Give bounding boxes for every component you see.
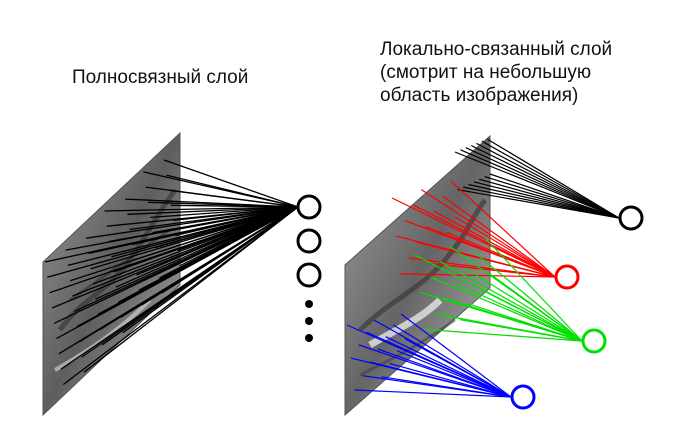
local-line-blue xyxy=(381,376,512,398)
fully-connected-line xyxy=(161,206,299,294)
local-line-red xyxy=(433,210,556,278)
local-line-green xyxy=(489,273,583,342)
fully-connected-line xyxy=(122,206,299,334)
local-line-green xyxy=(464,267,583,342)
fully-connected-neuron-1 xyxy=(296,194,322,220)
local-line-green xyxy=(454,282,583,342)
local-line-green xyxy=(429,276,583,342)
local-line-black xyxy=(462,186,620,219)
local-line-black xyxy=(486,138,620,219)
local-line-blue xyxy=(366,331,512,398)
local-neuron-black xyxy=(618,205,644,231)
local-line-black xyxy=(468,183,620,219)
local-line-red xyxy=(454,216,556,278)
locally-connected-caption-line-3: область изображения) xyxy=(380,85,579,106)
locally-connected-caption: Локально-связанный слой (смотрит на небо… xyxy=(380,38,612,107)
locally-connected-lines xyxy=(346,138,620,398)
locally-connected-caption-line-1: Локально-связанный слой xyxy=(380,39,613,60)
local-line-black xyxy=(481,140,620,219)
fully-connected-line xyxy=(150,206,299,219)
fully-connected-neuron-3 xyxy=(296,262,322,288)
fully-connected-line xyxy=(129,206,299,231)
fully-connected-line xyxy=(134,206,299,261)
local-line-black xyxy=(479,178,620,219)
fully-connected-line xyxy=(163,159,299,208)
local-line-black xyxy=(489,173,620,219)
local-neuron-green xyxy=(581,328,607,354)
local-line-blue xyxy=(400,313,512,398)
fully-connected-line xyxy=(166,174,299,208)
fully-connected-line xyxy=(173,206,299,222)
vertical-ellipsis-icon xyxy=(305,300,313,342)
local-line-blue xyxy=(389,362,512,398)
local-line-blue xyxy=(354,389,512,398)
local-line-green xyxy=(479,288,583,342)
local-line-black xyxy=(470,144,620,219)
local-line-green xyxy=(424,328,583,342)
local-line-black xyxy=(454,151,620,219)
fully-connected-lines xyxy=(44,159,299,386)
local-line-black xyxy=(460,149,620,219)
local-line-green xyxy=(439,261,583,342)
local-line-blue xyxy=(393,324,512,398)
local-line-black xyxy=(465,147,620,219)
local-line-blue xyxy=(397,350,512,398)
fully-connected-line xyxy=(179,206,299,267)
fully-connected-caption: Полносвязный слой xyxy=(72,67,249,88)
fully-connected-line xyxy=(175,206,299,237)
local-line-green xyxy=(474,252,583,342)
local-line-red xyxy=(429,262,556,278)
fully-connected-line xyxy=(83,206,299,373)
local-line-blue xyxy=(385,336,512,398)
local-line-blue xyxy=(370,361,512,398)
local-line-red xyxy=(442,195,556,278)
fully-connected-line xyxy=(127,206,299,215)
local-line-blue xyxy=(404,338,512,398)
local-line-black xyxy=(484,176,620,219)
local-line-green xyxy=(459,319,583,342)
local-line-blue xyxy=(377,348,512,398)
fully-connected-line xyxy=(170,204,299,208)
fully-connected-line xyxy=(152,206,299,234)
fully-connected-line xyxy=(156,206,299,264)
local-line-black xyxy=(476,142,620,219)
local-neuron-red xyxy=(554,264,580,290)
locally-connected-caption-line-2: (смотрит на небольшую xyxy=(380,62,592,83)
fully-connected-neuron-2 xyxy=(296,228,322,254)
local-line-black xyxy=(457,189,620,219)
local-line-red xyxy=(450,180,556,278)
local-line-black xyxy=(473,181,620,219)
local-line-green xyxy=(484,237,583,342)
fully-connected-line xyxy=(168,189,299,208)
fully-connected-line xyxy=(154,206,299,249)
fully-connected-line xyxy=(177,206,299,252)
local-line-red xyxy=(412,204,556,278)
local-line-red xyxy=(421,189,556,278)
local-neuron-blue xyxy=(510,384,536,410)
fully-connected-line xyxy=(104,206,299,212)
local-line-green xyxy=(469,303,583,342)
